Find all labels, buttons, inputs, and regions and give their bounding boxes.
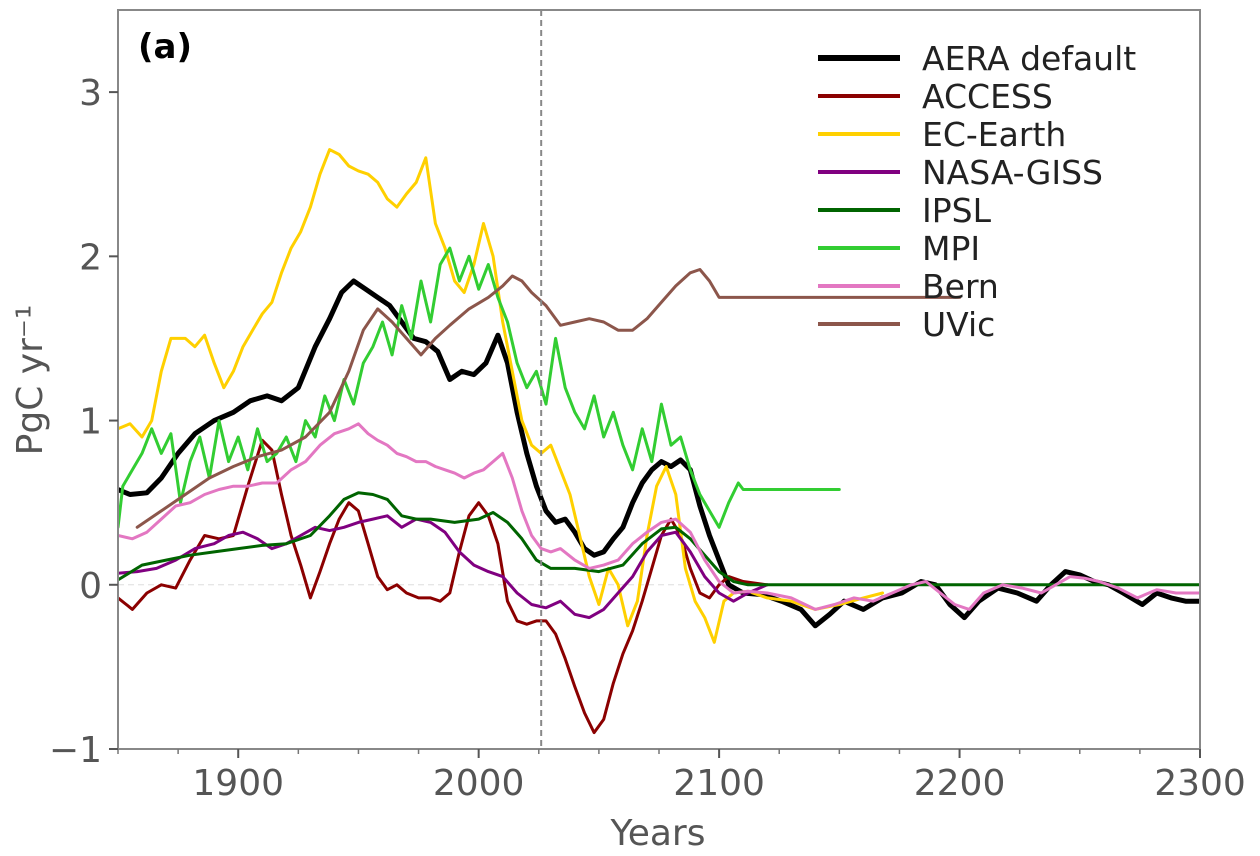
series-line-2 <box>118 148 885 644</box>
series-line-7 <box>135 268 962 529</box>
legend-label-5: MPI <box>922 229 980 268</box>
legend: AERA defaultACCESSEC-EarthNASA-GISSIPSLM… <box>818 39 1136 344</box>
series-line-4 <box>118 491 1200 587</box>
legend-label-0: AERA default <box>922 39 1136 78</box>
series-line-5 <box>118 246 841 529</box>
y-tick-label: 0 <box>79 566 102 607</box>
x-tick-label: 2000 <box>433 763 525 804</box>
legend-label-3: NASA-GISS <box>922 153 1103 192</box>
legend-label-4: IPSL <box>922 191 992 230</box>
y-tick-label: 3 <box>79 73 102 114</box>
series-layer <box>118 148 1200 735</box>
x-tick-label: 2100 <box>673 763 765 804</box>
y-tick-label: −1 <box>49 730 102 771</box>
x-tick-label: 2300 <box>1154 763 1246 804</box>
legend-label-2: EC-Earth <box>922 115 1066 154</box>
series-line-6 <box>118 422 1200 611</box>
series-line-3 <box>118 514 769 620</box>
legend-label-6: Bern <box>922 267 999 306</box>
legend-label-1: ACCESS <box>922 77 1053 116</box>
legend-label-7: UVic <box>922 305 995 344</box>
x-tick-label: 2200 <box>914 763 1006 804</box>
y-axis-label: PgC yr⁻¹ <box>10 305 51 456</box>
y-tick-label: 1 <box>79 402 102 443</box>
panel-label: (a) <box>138 27 192 67</box>
axis-ticks: 1900 2000 2100 2200 2300 −1 0 1 2 3 <box>49 73 1246 804</box>
x-axis-label: Years <box>610 813 706 854</box>
y-tick-label: 2 <box>79 237 102 278</box>
x-tick-label: 1900 <box>192 763 284 804</box>
series-line-0 <box>118 278 1200 629</box>
